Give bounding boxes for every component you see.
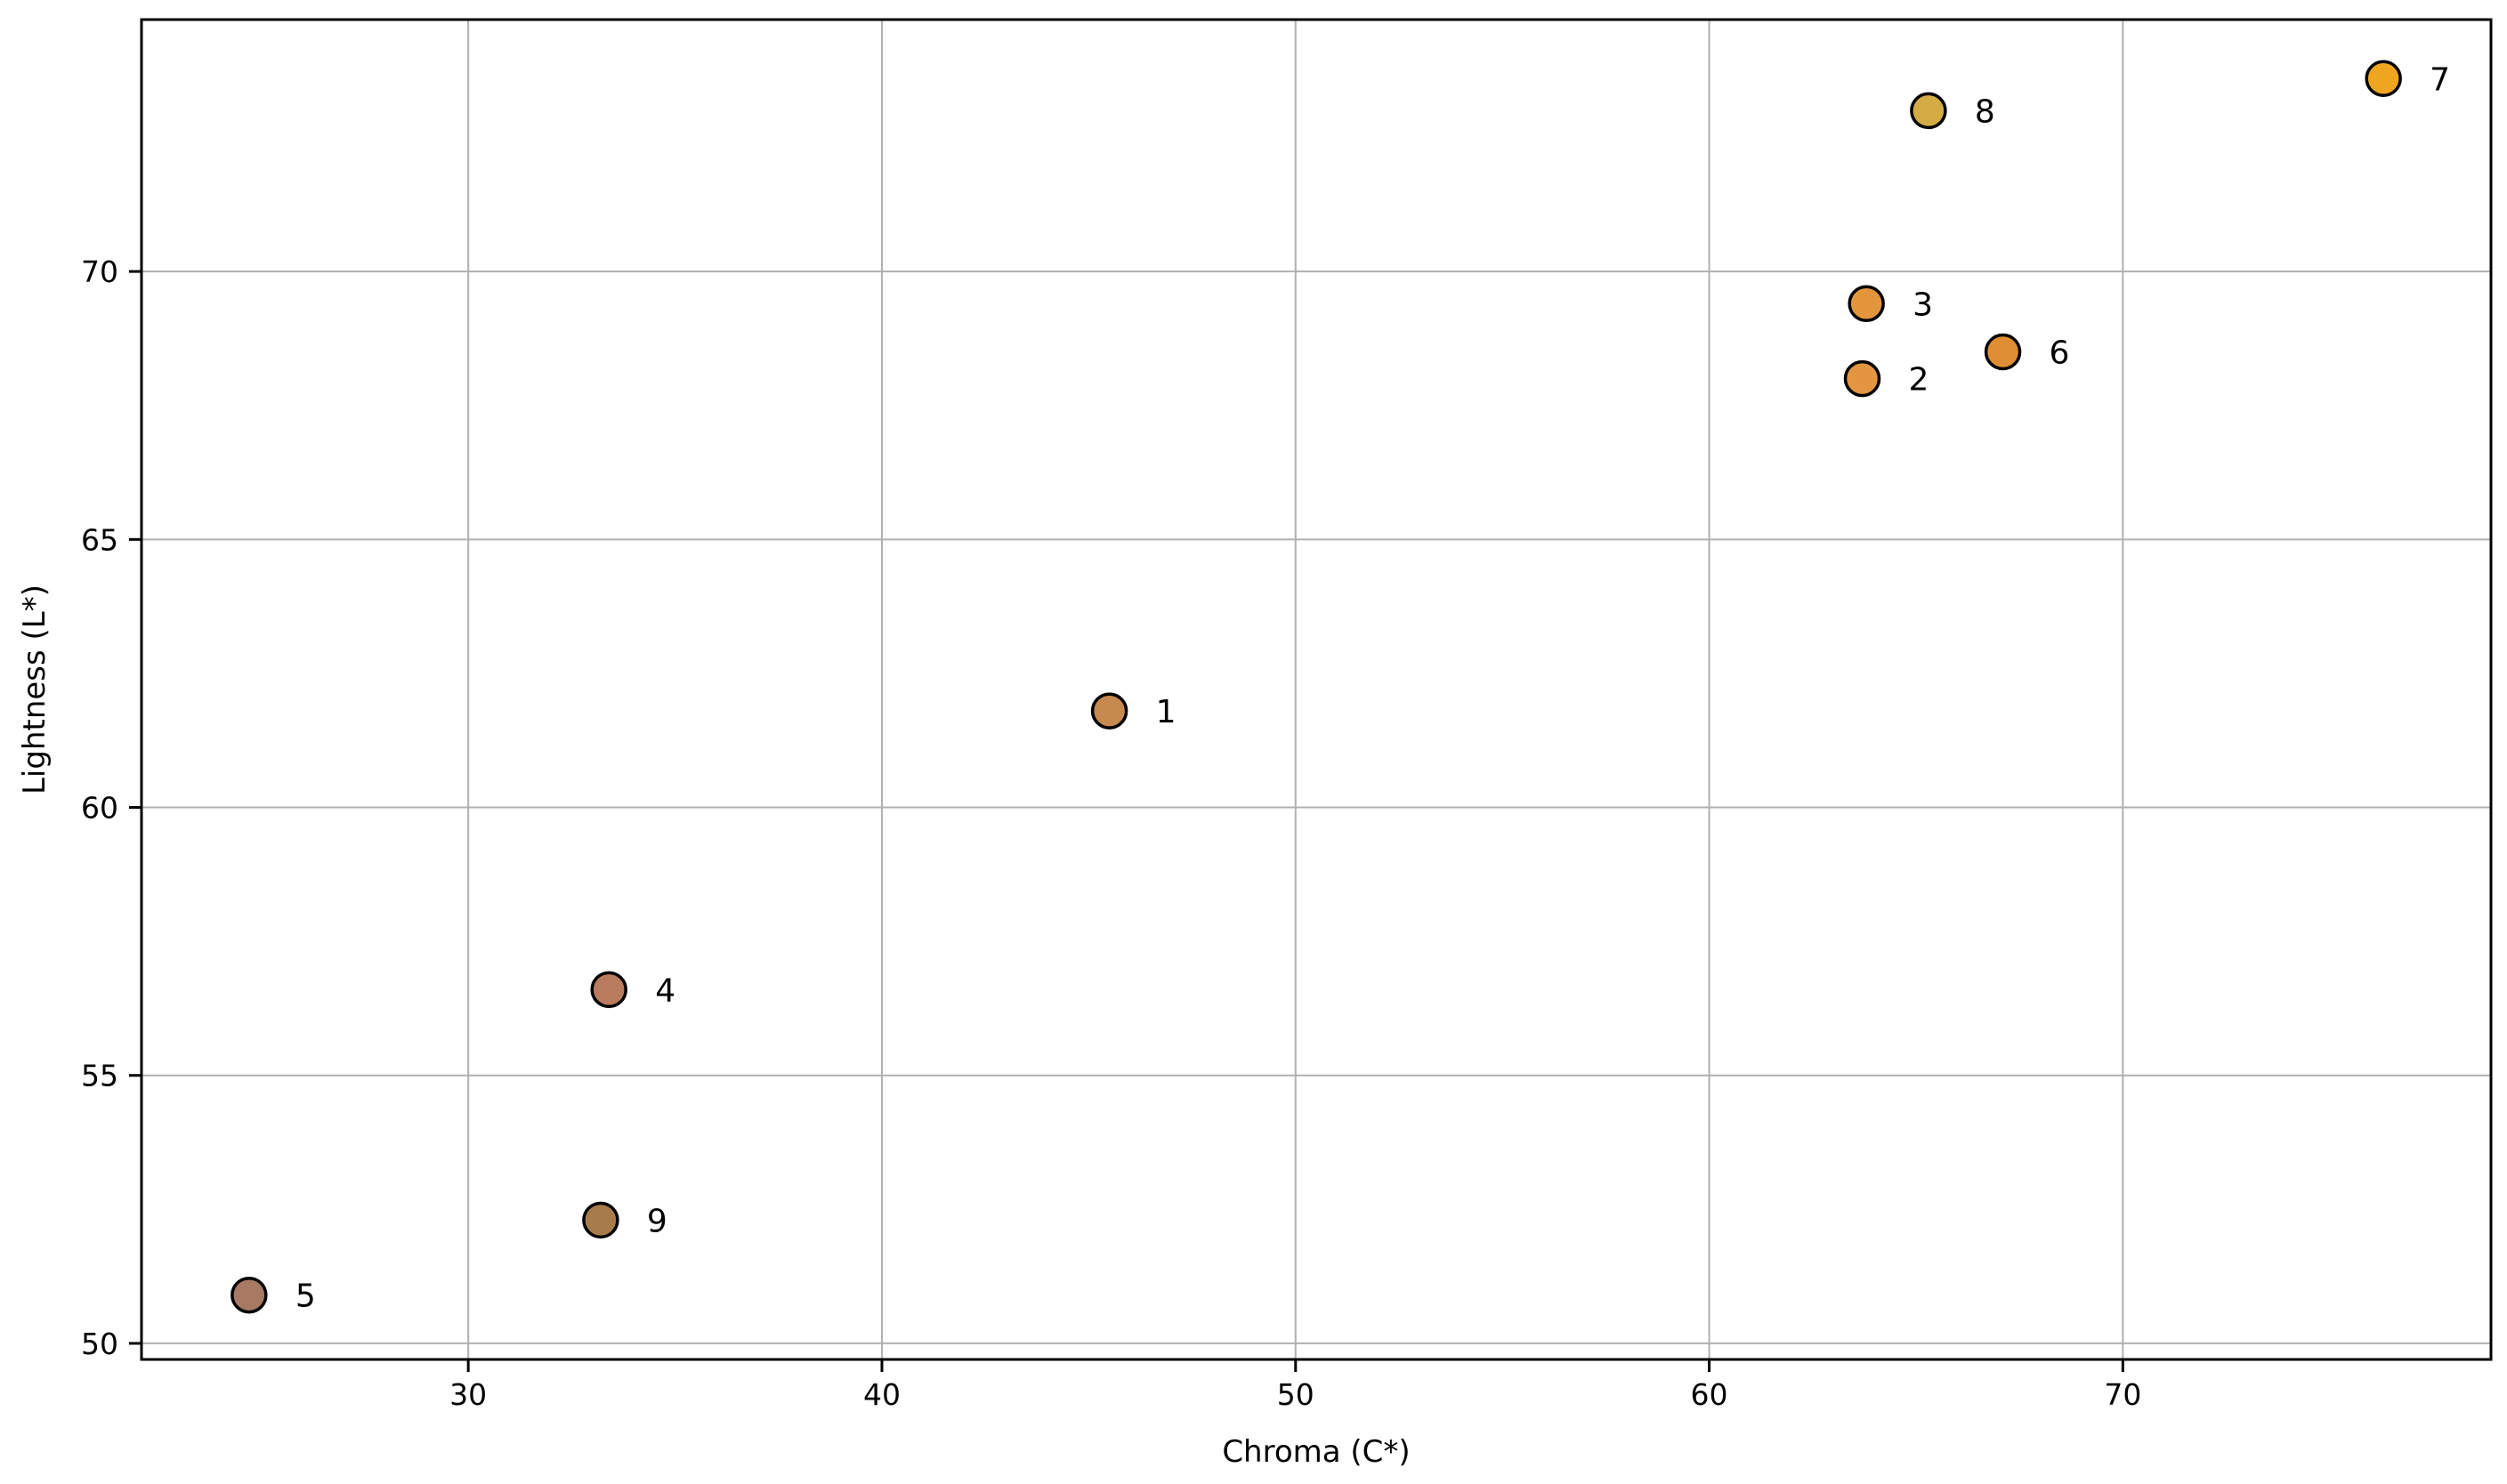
plot-background xyxy=(142,20,2491,1359)
data-point-label: 8 xyxy=(1975,93,1995,130)
data-point-marker xyxy=(1090,692,1128,730)
y-tick-label: 60 xyxy=(81,791,118,826)
y-axis-label: Lightness (L*) xyxy=(17,585,53,794)
data-point-marker xyxy=(1848,285,1885,323)
data-point-label: 5 xyxy=(295,1278,316,1315)
data-point-marker xyxy=(1843,359,1881,398)
x-axis-label: Chroma (C*) xyxy=(1222,1434,1410,1470)
data-point-label: 3 xyxy=(1913,286,1933,323)
plot-area: 30 40 50 60 70 50 55 60 65 70 1 2 3 4 5 6 7 8 9 xyxy=(81,18,2493,1412)
x-tick-label: 60 xyxy=(1691,1377,1728,1412)
y-tick-label: 55 xyxy=(81,1059,118,1093)
data-point-marker xyxy=(1910,92,1947,130)
x-tick-label: 30 xyxy=(449,1377,487,1412)
x-tick-label: 40 xyxy=(863,1377,901,1412)
x-tick-label: 50 xyxy=(1277,1377,1314,1412)
data-point-label: 9 xyxy=(647,1203,667,1239)
y-tick-label: 65 xyxy=(81,522,118,557)
data-point-marker xyxy=(230,1276,268,1314)
x-tick-label: 70 xyxy=(2104,1377,2141,1412)
y-tick-label: 50 xyxy=(81,1327,118,1361)
data-point-marker xyxy=(582,1201,619,1239)
data-point-label: 1 xyxy=(1156,694,1177,730)
data-point-label: 6 xyxy=(2050,335,2070,371)
data-point-marker xyxy=(590,971,627,1009)
data-point-label: 7 xyxy=(2430,61,2450,98)
data-point-label: 4 xyxy=(655,972,675,1009)
y-tick-label: 70 xyxy=(81,254,118,289)
plot-border xyxy=(140,18,2493,1361)
data-point-marker xyxy=(1984,333,2022,371)
data-point-label: 2 xyxy=(1909,362,1929,399)
data-point-marker xyxy=(2365,60,2402,98)
